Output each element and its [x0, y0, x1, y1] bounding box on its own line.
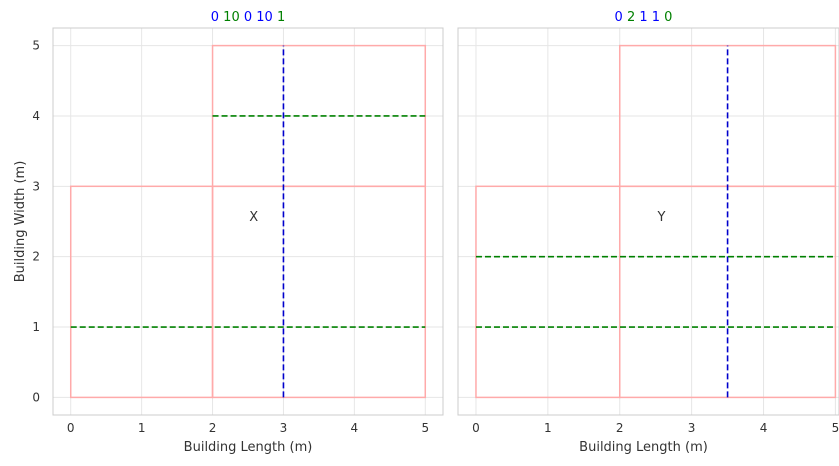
x-axis-label: Building Length (m): [579, 440, 708, 455]
subplot-1: X 0 1 2 3 4 5 0 1 2 3 4 5 Building Length (m) Building…: [13, 10, 444, 455]
x-tick-label: 4: [351, 421, 359, 435]
x-tick-label: 2: [209, 421, 217, 435]
y-axis-label: Building Width (m): [13, 161, 28, 283]
title-token: 1: [648, 10, 660, 25]
axes-frame: [52, 27, 444, 416]
annotation-label: Y: [656, 210, 665, 225]
x-tick-label: 0: [67, 421, 75, 435]
title-token: 1: [635, 10, 647, 25]
y-tick-label: 5: [32, 39, 40, 53]
x-tick-label: 0: [472, 421, 480, 435]
annotation-label: X: [249, 210, 258, 225]
title-token: 0: [240, 10, 252, 25]
x-tick-label: 1: [138, 421, 146, 435]
y-tick-label: 3: [32, 179, 40, 193]
subplot-title: 0 10 0 10 1: [211, 10, 285, 25]
x-tick-label: 1: [544, 421, 552, 435]
axes-frame: [457, 27, 839, 416]
y-tick-label: 1: [32, 320, 40, 334]
title-token: 0: [660, 10, 672, 25]
x-tick-label: 2: [616, 421, 624, 435]
x-tick-label: 3: [688, 421, 696, 435]
title-token: 0: [615, 10, 623, 25]
y-tick-label: 0: [32, 390, 40, 404]
title-token: 0: [211, 10, 219, 25]
x-tick-label: 3: [280, 421, 288, 435]
title-token: 2: [623, 10, 635, 25]
y-tick-label: 4: [32, 109, 40, 123]
x-tick-label: 5: [421, 421, 429, 435]
title-token: 10: [252, 10, 273, 25]
title-token: 1: [273, 10, 285, 25]
x-tick-label: 5: [832, 421, 839, 435]
x-axis-label: Building Length (m): [184, 440, 313, 455]
x-tick-label: 4: [760, 421, 768, 435]
subplot-title: 0 2 1 1 0: [615, 10, 673, 25]
title-token: 10: [219, 10, 240, 25]
y-tick-label: 2: [32, 250, 40, 264]
building-rect-2: [211, 185, 427, 399]
